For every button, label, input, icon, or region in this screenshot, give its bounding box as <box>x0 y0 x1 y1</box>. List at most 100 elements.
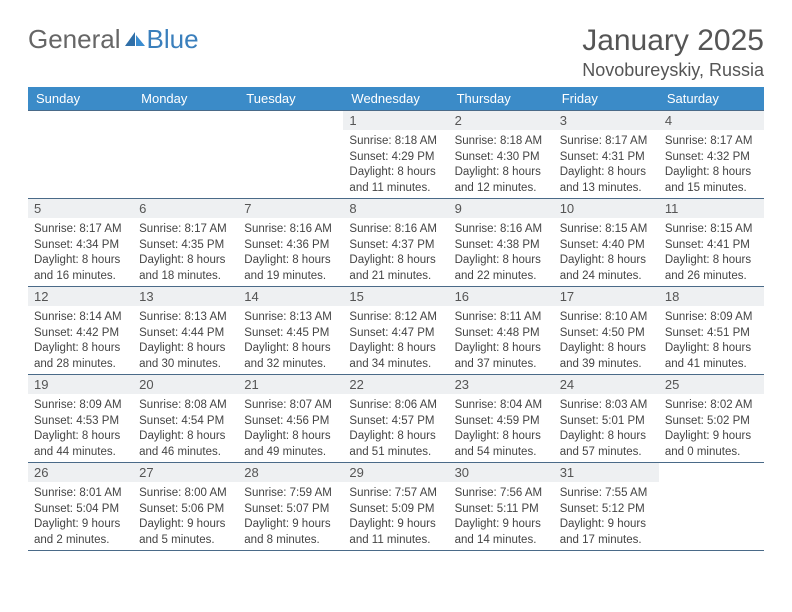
sunrise-text: Sunrise: 8:00 AM <box>139 486 232 502</box>
sunrise-text: Sunrise: 8:06 AM <box>349 398 442 414</box>
day-number: 2 <box>449 111 554 130</box>
day-number: 26 <box>28 463 133 482</box>
cell-body: Sunrise: 8:17 AMSunset: 4:32 PMDaylight:… <box>659 130 764 198</box>
day-number: 20 <box>133 375 238 394</box>
cell-body: Sunrise: 8:17 AMSunset: 4:31 PMDaylight:… <box>554 130 659 198</box>
daylight-text: Daylight: 8 hours and 30 minutes. <box>139 341 232 372</box>
cell-body: Sunrise: 8:06 AMSunset: 4:57 PMDaylight:… <box>343 394 448 462</box>
cell-body: Sunrise: 8:16 AMSunset: 4:38 PMDaylight:… <box>449 218 554 286</box>
daylight-text: Daylight: 8 hours and 51 minutes. <box>349 429 442 460</box>
calendar-cell: 7Sunrise: 8:16 AMSunset: 4:36 PMDaylight… <box>238 199 343 287</box>
calendar-cell: 13Sunrise: 8:13 AMSunset: 4:44 PMDayligh… <box>133 287 238 375</box>
daylight-text: Daylight: 8 hours and 12 minutes. <box>455 165 548 196</box>
calendar-cell: 28Sunrise: 7:59 AMSunset: 5:07 PMDayligh… <box>238 463 343 551</box>
sunrise-text: Sunrise: 8:16 AM <box>455 222 548 238</box>
cell-body: Sunrise: 7:59 AMSunset: 5:07 PMDaylight:… <box>238 482 343 550</box>
calendar-cell: 4Sunrise: 8:17 AMSunset: 4:32 PMDaylight… <box>659 111 764 199</box>
day-header: Saturday <box>659 87 764 111</box>
calendar-cell: 31Sunrise: 7:55 AMSunset: 5:12 PMDayligh… <box>554 463 659 551</box>
cell-body: Sunrise: 8:11 AMSunset: 4:48 PMDaylight:… <box>449 306 554 374</box>
sunset-text: Sunset: 4:31 PM <box>560 150 653 166</box>
sunrise-text: Sunrise: 7:55 AM <box>560 486 653 502</box>
day-number: 19 <box>28 375 133 394</box>
day-number: 30 <box>449 463 554 482</box>
sunset-text: Sunset: 4:38 PM <box>455 238 548 254</box>
sunset-text: Sunset: 5:07 PM <box>244 502 337 518</box>
sunrise-text: Sunrise: 8:12 AM <box>349 310 442 326</box>
location-label: Novobureyskiy, Russia <box>582 60 764 81</box>
sunset-text: Sunset: 4:32 PM <box>665 150 758 166</box>
day-number: 10 <box>554 199 659 218</box>
sunset-text: Sunset: 4:44 PM <box>139 326 232 342</box>
cell-body: Sunrise: 8:02 AMSunset: 5:02 PMDaylight:… <box>659 394 764 462</box>
sunrise-text: Sunrise: 8:13 AM <box>244 310 337 326</box>
calendar-cell <box>659 463 764 551</box>
sunset-text: Sunset: 4:36 PM <box>244 238 337 254</box>
sunrise-text: Sunrise: 7:57 AM <box>349 486 442 502</box>
day-number: 24 <box>554 375 659 394</box>
sunset-text: Sunset: 5:06 PM <box>139 502 232 518</box>
cell-body: Sunrise: 7:57 AMSunset: 5:09 PMDaylight:… <box>343 482 448 550</box>
daylight-text: Daylight: 8 hours and 11 minutes. <box>349 165 442 196</box>
daylight-text: Daylight: 8 hours and 37 minutes. <box>455 341 548 372</box>
daylight-text: Daylight: 9 hours and 5 minutes. <box>139 517 232 548</box>
calendar-cell <box>133 111 238 199</box>
sunset-text: Sunset: 4:37 PM <box>349 238 442 254</box>
sunrise-text: Sunrise: 8:16 AM <box>244 222 337 238</box>
sunset-text: Sunset: 4:30 PM <box>455 150 548 166</box>
daylight-text: Daylight: 9 hours and 14 minutes. <box>455 517 548 548</box>
calendar-cell: 20Sunrise: 8:08 AMSunset: 4:54 PMDayligh… <box>133 375 238 463</box>
daylight-text: Daylight: 8 hours and 16 minutes. <box>34 253 127 284</box>
calendar-cell <box>28 111 133 199</box>
day-number: 16 <box>449 287 554 306</box>
cell-body: Sunrise: 8:17 AMSunset: 4:35 PMDaylight:… <box>133 218 238 286</box>
cell-body: Sunrise: 8:03 AMSunset: 5:01 PMDaylight:… <box>554 394 659 462</box>
sunset-text: Sunset: 4:35 PM <box>139 238 232 254</box>
daylight-text: Daylight: 8 hours and 39 minutes. <box>560 341 653 372</box>
sunset-text: Sunset: 4:57 PM <box>349 414 442 430</box>
daylight-text: Daylight: 8 hours and 54 minutes. <box>455 429 548 460</box>
cell-body: Sunrise: 7:55 AMSunset: 5:12 PMDaylight:… <box>554 482 659 550</box>
sunrise-text: Sunrise: 8:17 AM <box>139 222 232 238</box>
sunset-text: Sunset: 5:01 PM <box>560 414 653 430</box>
cell-body: Sunrise: 8:09 AMSunset: 4:53 PMDaylight:… <box>28 394 133 462</box>
calendar-cell: 3Sunrise: 8:17 AMSunset: 4:31 PMDaylight… <box>554 111 659 199</box>
sunrise-text: Sunrise: 8:09 AM <box>34 398 127 414</box>
day-number: 13 <box>133 287 238 306</box>
cell-body: Sunrise: 8:09 AMSunset: 4:51 PMDaylight:… <box>659 306 764 374</box>
cell-body: Sunrise: 8:00 AMSunset: 5:06 PMDaylight:… <box>133 482 238 550</box>
day-number: 3 <box>554 111 659 130</box>
sunrise-text: Sunrise: 8:02 AM <box>665 398 758 414</box>
sunrise-text: Sunrise: 8:01 AM <box>34 486 127 502</box>
daylight-text: Daylight: 8 hours and 26 minutes. <box>665 253 758 284</box>
calendar-row: 19Sunrise: 8:09 AMSunset: 4:53 PMDayligh… <box>28 375 764 463</box>
daylight-text: Daylight: 8 hours and 24 minutes. <box>560 253 653 284</box>
sunset-text: Sunset: 4:54 PM <box>139 414 232 430</box>
cell-body: Sunrise: 8:14 AMSunset: 4:42 PMDaylight:… <box>28 306 133 374</box>
sunrise-text: Sunrise: 8:08 AM <box>139 398 232 414</box>
day-number: 8 <box>343 199 448 218</box>
day-number: 18 <box>659 287 764 306</box>
daylight-text: Daylight: 8 hours and 32 minutes. <box>244 341 337 372</box>
day-header: Sunday <box>28 87 133 111</box>
sunrise-text: Sunrise: 7:59 AM <box>244 486 337 502</box>
sunset-text: Sunset: 5:09 PM <box>349 502 442 518</box>
day-header: Thursday <box>449 87 554 111</box>
sunset-text: Sunset: 4:45 PM <box>244 326 337 342</box>
sunset-text: Sunset: 4:48 PM <box>455 326 548 342</box>
calendar-cell: 22Sunrise: 8:06 AMSunset: 4:57 PMDayligh… <box>343 375 448 463</box>
calendar-cell: 21Sunrise: 8:07 AMSunset: 4:56 PMDayligh… <box>238 375 343 463</box>
calendar-cell: 30Sunrise: 7:56 AMSunset: 5:11 PMDayligh… <box>449 463 554 551</box>
day-number: 9 <box>449 199 554 218</box>
daylight-text: Daylight: 8 hours and 57 minutes. <box>560 429 653 460</box>
day-header-row: SundayMondayTuesdayWednesdayThursdayFrid… <box>28 87 764 111</box>
calendar-cell: 25Sunrise: 8:02 AMSunset: 5:02 PMDayligh… <box>659 375 764 463</box>
logo-text-blue: Blue <box>147 24 199 55</box>
daylight-text: Daylight: 8 hours and 22 minutes. <box>455 253 548 284</box>
day-number: 7 <box>238 199 343 218</box>
sunrise-text: Sunrise: 7:56 AM <box>455 486 548 502</box>
day-number: 27 <box>133 463 238 482</box>
cell-body: Sunrise: 8:16 AMSunset: 4:37 PMDaylight:… <box>343 218 448 286</box>
day-number: 6 <box>133 199 238 218</box>
sunrise-text: Sunrise: 8:17 AM <box>560 134 653 150</box>
